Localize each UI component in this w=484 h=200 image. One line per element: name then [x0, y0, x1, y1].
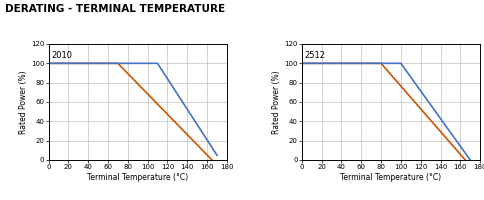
- Y-axis label: Rated Power (%): Rated Power (%): [19, 70, 28, 134]
- Text: 2010: 2010: [51, 51, 72, 60]
- X-axis label: Terminal Temperature (°C): Terminal Temperature (°C): [340, 173, 440, 182]
- Text: DERATING - TERMINAL TEMPERATURE: DERATING - TERMINAL TEMPERATURE: [5, 4, 225, 14]
- Y-axis label: Rated Power (%): Rated Power (%): [272, 70, 281, 134]
- Text: 2512: 2512: [304, 51, 325, 60]
- X-axis label: Terminal Temperature (°C): Terminal Temperature (°C): [87, 173, 188, 182]
